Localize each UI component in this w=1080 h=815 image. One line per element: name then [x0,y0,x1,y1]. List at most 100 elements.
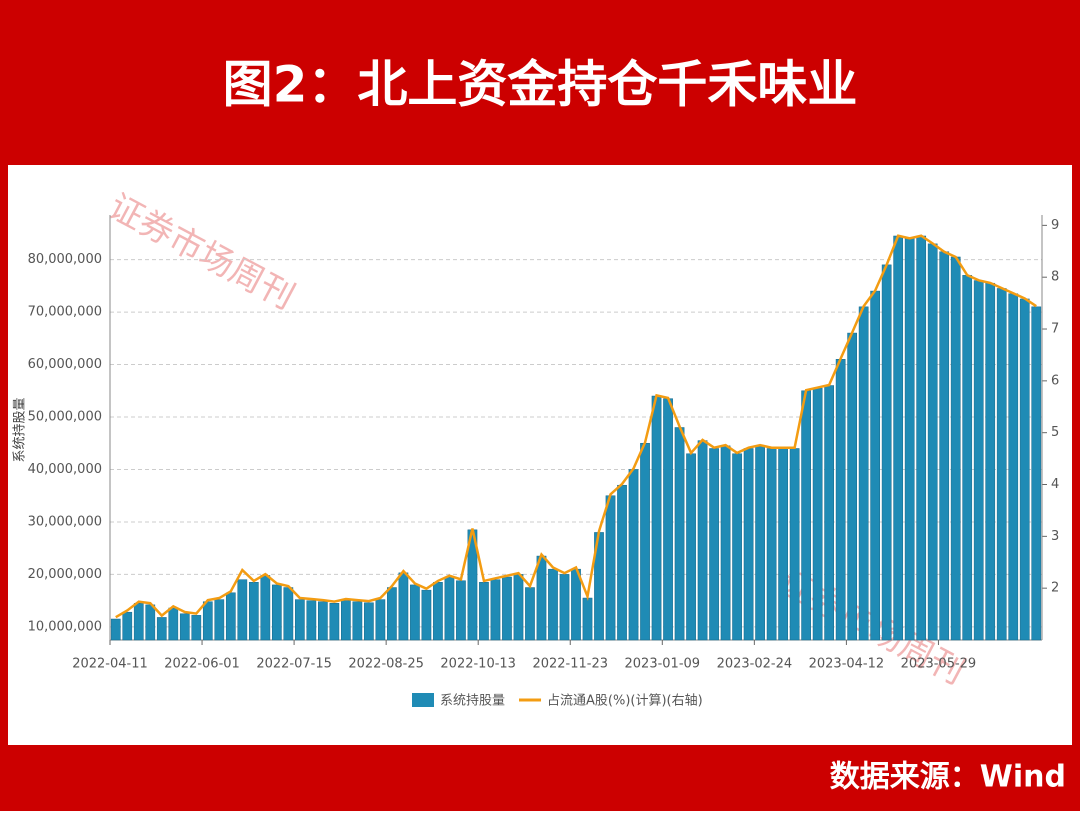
bar [260,575,271,641]
bar [617,484,627,641]
y2-tick-label: 7 [1051,322,1059,337]
bar [801,390,811,641]
bar [1019,298,1030,641]
x-tick-label: 2023-05-29 [901,657,977,672]
bar [168,607,179,641]
y-tick-label: 30,000,000 [28,514,102,529]
bar [271,584,282,641]
x-tick-label: 2022-06-01 [164,657,240,672]
bar [191,615,202,641]
x-tick-label: 2022-11-23 [532,657,608,672]
bar [755,445,765,641]
x-tick-label: 2022-07-15 [256,657,332,672]
source: 数据来源：Wind [830,760,1066,795]
y-tick-label: 10,000,000 [28,619,102,634]
bar [179,613,190,641]
bar [202,601,213,641]
bar [145,604,156,641]
bar [766,448,777,641]
bar [996,288,1007,641]
bar [502,576,512,641]
bar [927,243,938,641]
bar [985,282,996,641]
x-tick-label: 2023-04-12 [809,657,885,672]
legend-label: 系统持股量 [440,694,505,709]
bar [812,387,823,641]
bar [778,448,788,641]
bar [548,568,558,641]
legend-label: 占流通A股(%)(计算)(右轴) [547,694,703,709]
bar [306,600,317,641]
x-tick-label: 2023-01-09 [625,657,701,672]
bar [525,587,535,641]
bar [559,574,570,641]
y2-tick-label: 9 [1051,218,1059,233]
bar [663,398,673,641]
y-tick-label: 70,000,000 [28,305,102,320]
bar [122,611,133,641]
y2-tick-label: 3 [1051,529,1059,544]
y-tick-label: 40,000,000 [28,462,102,477]
bar [479,582,489,641]
bar [904,238,915,641]
x-tick-label: 2022-08-25 [348,657,424,672]
bar [433,582,443,641]
bar [398,572,409,641]
bar [456,580,466,641]
bar [973,280,984,641]
bar [341,600,351,641]
x-tick-label: 2022-10-13 [440,657,516,672]
y-tick-label: 60,000,000 [28,357,102,372]
bar [686,453,696,641]
bar [732,453,742,641]
bar [1031,306,1042,641]
bar [294,599,305,641]
bar [283,587,294,641]
bar [410,584,420,641]
bar [950,256,961,641]
y2-tick-label: 4 [1051,477,1059,492]
bar [605,495,616,641]
bar [582,597,593,641]
bar [352,601,363,641]
bar [743,448,754,641]
bar [835,359,846,641]
bar [156,617,167,641]
bar [490,579,501,641]
bar [110,618,121,641]
bar [789,448,800,641]
bar [571,568,581,641]
bar [824,385,834,641]
bar [133,603,144,641]
bar [697,440,708,641]
title: 图2：北上资金持仓千禾味业 [223,56,858,114]
x-tick-label: 2022-04-11 [72,657,148,672]
y2-tick-label: 6 [1051,373,1059,388]
y-axis-label: 系统持股量 [13,397,28,462]
y-tick-label: 80,000,000 [28,252,102,267]
y2-tick-label: 2 [1051,581,1059,596]
bar [375,599,386,641]
bar [709,448,719,641]
y-tick-label: 20,000,000 [28,567,102,582]
y2-tick-label: 8 [1051,270,1059,285]
bar [893,235,904,641]
bar [214,599,225,641]
bar [881,264,892,641]
bar [847,332,858,641]
bar [364,602,374,641]
bar [640,442,650,641]
bar [916,235,927,641]
bar [513,574,524,641]
bar [858,306,869,641]
bar [628,469,639,641]
y2-tick-label: 5 [1051,425,1059,440]
bar [720,445,731,641]
bar [421,589,432,641]
bar [248,582,259,641]
x-tick-label: 2023-02-24 [717,657,793,672]
bar [237,579,248,641]
bar [536,555,547,641]
bar [870,290,881,641]
